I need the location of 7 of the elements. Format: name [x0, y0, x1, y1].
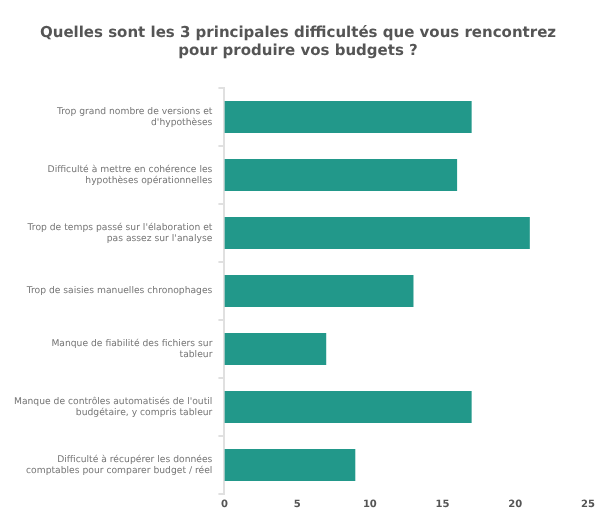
bar: [224, 275, 414, 307]
bar: [224, 159, 458, 191]
bar: [224, 217, 530, 249]
bar: [224, 391, 472, 423]
bar: [224, 333, 327, 365]
bar: [224, 449, 356, 481]
bar: [224, 101, 472, 133]
